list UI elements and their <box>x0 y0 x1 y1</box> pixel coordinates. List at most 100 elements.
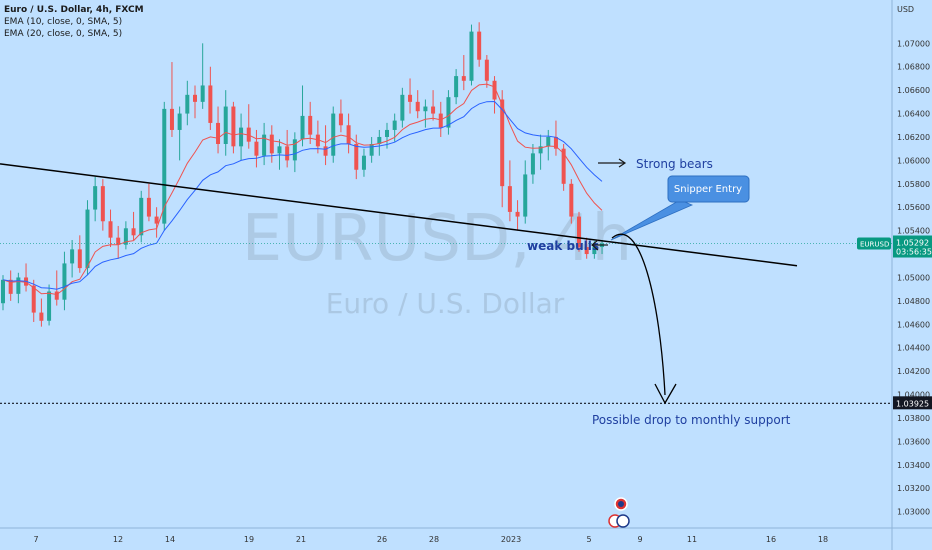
candle-body <box>538 146 543 154</box>
candle-body <box>569 183 574 217</box>
candle-body <box>361 155 366 170</box>
candle-body <box>431 106 436 114</box>
candle-body <box>139 197 144 236</box>
candle-body <box>338 113 343 126</box>
candle-body <box>530 153 535 175</box>
candle-body <box>385 129 389 137</box>
candle-body <box>239 127 244 147</box>
candle-body <box>546 136 551 147</box>
y-tick-label-3: 1.06400 <box>897 110 930 119</box>
drop-projection-arrowhead <box>654 383 677 405</box>
x-tick-label-2: 14 <box>165 535 175 544</box>
candle-body <box>331 113 336 156</box>
price-scale-currency: USD <box>897 5 914 14</box>
support-price-label: 1.03925 <box>896 399 929 408</box>
ema20-line <box>2 100 603 290</box>
candle-body <box>277 146 282 154</box>
chart-title[interactable]: Euro / U.S. Dollar, 4h, FXCM <box>4 5 144 15</box>
candle-body <box>208 85 213 123</box>
candle-body <box>146 197 151 217</box>
countdown-label: 03:56:35 <box>896 248 932 257</box>
candle-body <box>100 186 105 222</box>
drop-projection-curve <box>611 233 666 396</box>
candle-body <box>315 134 320 147</box>
trendline <box>0 163 798 267</box>
candle-body <box>116 237 121 245</box>
candle-body <box>93 186 98 210</box>
candle-body <box>592 247 597 255</box>
current-price-tag <box>893 235 932 258</box>
candle-body <box>408 94 413 102</box>
candle-body <box>308 115 313 135</box>
ema10-line <box>2 83 603 296</box>
candle-body <box>8 279 13 294</box>
candle-body <box>454 76 459 98</box>
candle-body <box>193 94 197 102</box>
candle-body <box>200 85 205 102</box>
candle-body <box>461 76 466 81</box>
x-tick-label-0: 7 <box>33 535 38 544</box>
candle-body <box>31 285 36 313</box>
candle-body <box>185 94 190 114</box>
candle-body <box>438 113 443 128</box>
y-tick-label-18: 1.03400 <box>897 461 930 470</box>
ema10-legend[interactable]: EMA (10, close, 0, SMA, 5) <box>4 17 123 27</box>
watermark-symbol: EURUSD, 4h <box>242 202 632 276</box>
candle-body <box>400 94 405 121</box>
symbol-tag <box>857 237 891 250</box>
y-tick-label-8: 1.05400 <box>897 227 930 236</box>
possible-drop-label: Possible drop to monthly support <box>592 413 791 427</box>
candle-body <box>70 249 75 264</box>
candle-body <box>108 221 113 238</box>
y-tick-label-0: 1.07000 <box>897 39 930 48</box>
candle-body <box>492 80 497 100</box>
candle-body <box>131 228 136 236</box>
y-tick-label-11: 1.04800 <box>897 297 930 306</box>
y-tick-label-2: 1.06600 <box>897 86 930 95</box>
candle-body <box>39 312 44 321</box>
ema20-legend[interactable]: EMA (20, close, 0, SMA, 5) <box>4 29 123 39</box>
x-tick-label-5: 26 <box>377 535 387 544</box>
candle-body <box>292 139 297 161</box>
y-tick-label-4: 1.06200 <box>897 133 930 142</box>
y-tick-label-1: 1.06800 <box>897 63 930 72</box>
weak-bulls-label: weak bulls <box>527 239 599 253</box>
y-tick-label-13: 1.04400 <box>897 344 930 353</box>
y-tick-label-10: 1.05000 <box>897 273 930 282</box>
x-tick-label-4: 21 <box>296 535 306 544</box>
candle-body <box>584 247 589 255</box>
candle-body <box>561 148 566 184</box>
watermark-name: Euro / U.S. Dollar <box>326 287 565 320</box>
candle-body <box>500 99 505 187</box>
candle-body <box>477 31 482 60</box>
candle-body <box>415 101 420 112</box>
candle-body <box>169 108 174 130</box>
snipper-entry-label: Snipper Entry <box>674 184 742 195</box>
snipper-entry-box <box>667 175 750 203</box>
candle-body <box>484 59 489 81</box>
support-price-tag <box>893 396 932 410</box>
x-tick-label-11: 16 <box>766 535 776 544</box>
y-tick-label-19: 1.03200 <box>897 484 930 493</box>
flag-icon <box>616 514 630 528</box>
candle-body <box>523 174 528 217</box>
candle-body <box>423 106 428 112</box>
candle-body <box>177 113 182 130</box>
candle-body <box>216 122 221 144</box>
candle-body <box>446 97 451 128</box>
x-tick-label-6: 28 <box>429 535 439 544</box>
y-tick-label-16: 1.03800 <box>897 414 930 423</box>
strong-bears-label: Strong bears <box>636 157 713 171</box>
y-tick-label-12: 1.04600 <box>897 320 930 329</box>
x-tick-label-9: 9 <box>637 535 642 544</box>
candle-body <box>62 263 67 300</box>
y-tick-label-17: 1.03600 <box>897 437 930 446</box>
candle-body <box>154 216 159 224</box>
candle-body <box>377 136 382 144</box>
y-tick-label-5: 1.06000 <box>897 156 930 165</box>
candle-body <box>392 120 397 130</box>
candle-body <box>269 134 274 154</box>
candle-body <box>515 211 520 217</box>
